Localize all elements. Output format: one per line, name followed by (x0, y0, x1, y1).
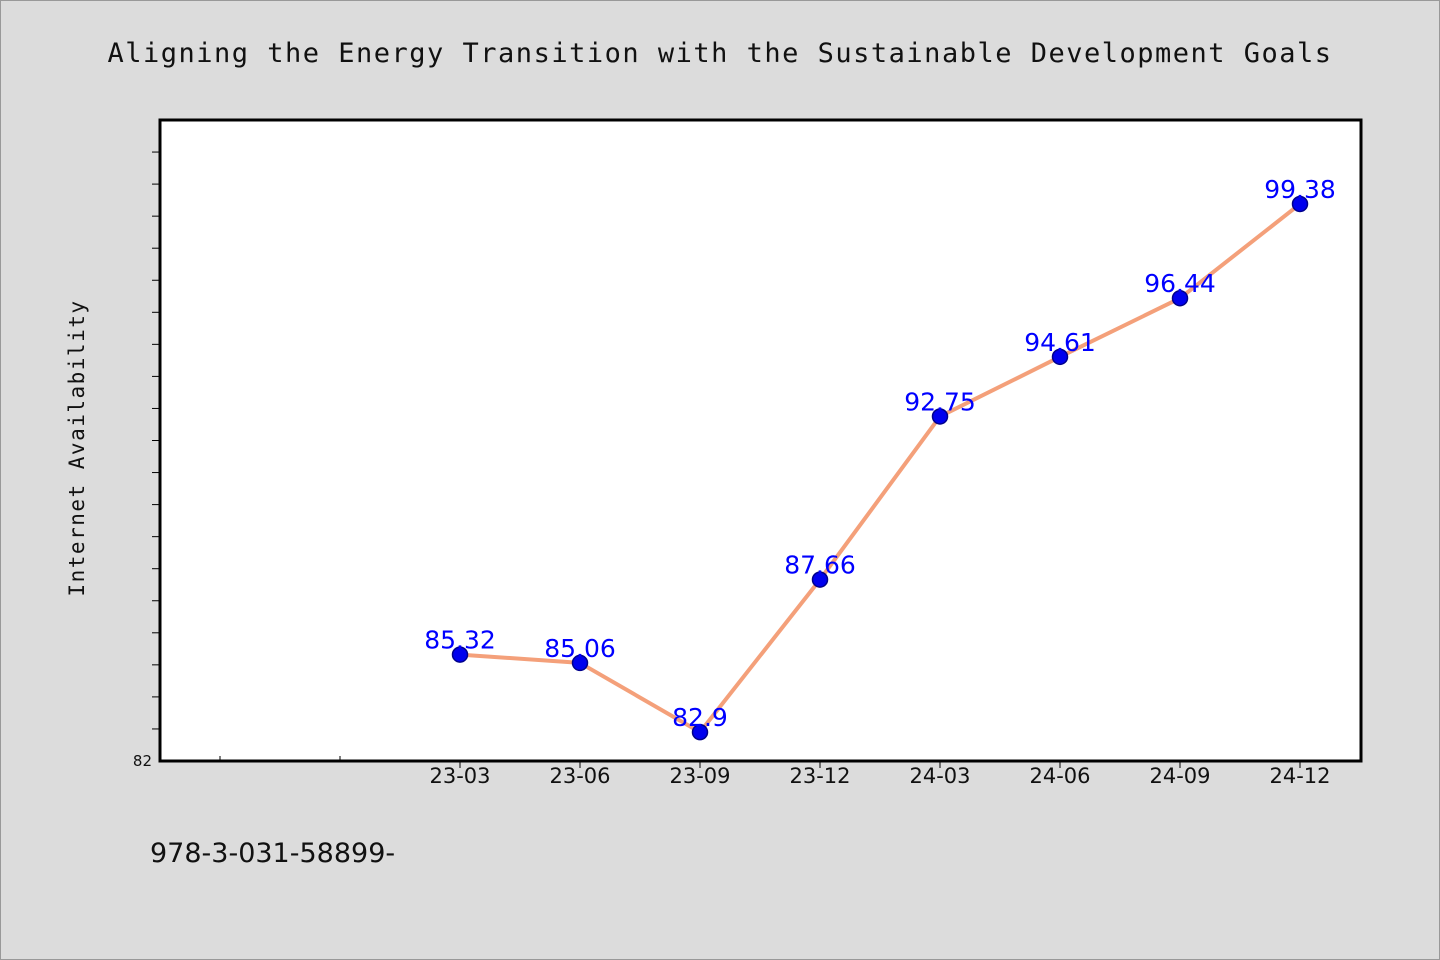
chart-title: Aligning the Energy Transition with the … (107, 38, 1332, 69)
footer-text: 978-3-031-58899- (150, 838, 395, 869)
series-layer: 85.32 85.06 82.9 87.66 92.75 94.61 96.44 99.38 (424, 175, 1336, 741)
x-tick-label: 24-03 (909, 764, 970, 788)
x-tick-label: 24-06 (1029, 764, 1090, 788)
y-tick-label: 82 (133, 752, 152, 770)
data-label: 92.75 (904, 387, 976, 416)
data-point (1291, 195, 1309, 213)
plot-area (158, 118, 1363, 763)
data-label: 85.32 (424, 626, 496, 655)
data-point (691, 723, 709, 741)
data-label: 94.61 (1024, 328, 1096, 357)
data-point (451, 646, 469, 663)
data-point (1171, 289, 1189, 307)
data-point (811, 571, 829, 588)
data-label: 99.38 (1264, 175, 1336, 204)
x-tick-label: 23-09 (669, 764, 730, 788)
data-label: 85.06 (544, 634, 616, 663)
x-tick-label: 23-03 (429, 764, 490, 788)
data-label: 87.66 (784, 551, 856, 580)
x-tick-label: 24-12 (1269, 764, 1330, 788)
data-point (571, 654, 589, 672)
data-point (931, 408, 949, 425)
x-tick-label: 24-09 (1149, 764, 1210, 788)
series-line (459, 202, 1302, 735)
data-label: 96.44 (1144, 269, 1216, 298)
x-axis-ticks: 23-03 23-06 23-09 23-12 24-03 24-06 24-09 24-12 (219, 756, 1331, 788)
x-tick-label: 23-06 (549, 764, 610, 788)
y-axis-ticks: 82 (133, 151, 160, 770)
data-point (1051, 348, 1069, 366)
x-tick-label: 23-12 (789, 764, 850, 788)
data-label: 82.9 (672, 703, 728, 732)
y-axis-label: Internet Availability (65, 299, 89, 596)
